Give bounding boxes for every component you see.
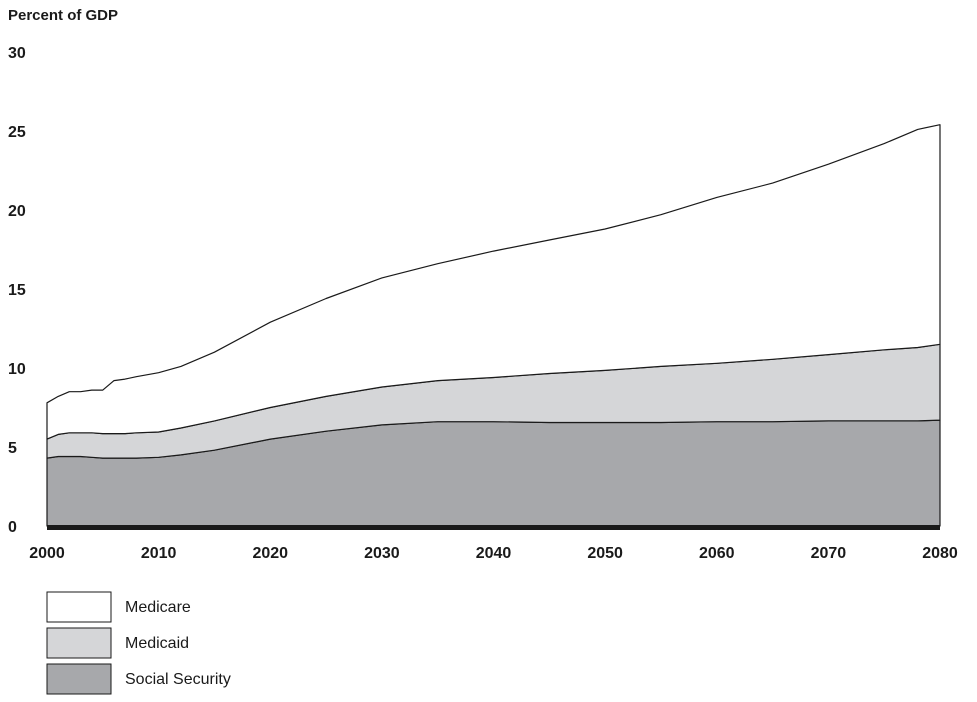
legend-label: Medicaid bbox=[125, 635, 189, 652]
legend-label: Medicare bbox=[125, 599, 191, 616]
y-tick-label: 5 bbox=[8, 440, 17, 457]
x-tick-label: 2010 bbox=[141, 545, 177, 562]
y-tick-labels: 0 5 10 15 20 25 30 bbox=[8, 45, 26, 536]
legend-swatch-medicare bbox=[46, 591, 112, 623]
legend: Medicare Medicaid Social Security bbox=[46, 591, 231, 695]
legend-swatch-medicaid bbox=[46, 627, 112, 659]
y-tick-label: 0 bbox=[8, 519, 17, 536]
x-tick-label: 2060 bbox=[699, 545, 735, 562]
x-tick-label: 2050 bbox=[587, 545, 623, 562]
x-tick-label: 2070 bbox=[811, 545, 847, 562]
legend-swatch-social-security bbox=[46, 663, 112, 695]
area-medicare bbox=[46, 124, 941, 440]
y-tick-label: 30 bbox=[8, 45, 26, 62]
x-tick-label: 2040 bbox=[476, 545, 512, 562]
x-axis-line bbox=[47, 525, 940, 530]
x-tick-label: 2020 bbox=[252, 545, 288, 562]
x-tick-label: 2030 bbox=[364, 545, 400, 562]
y-axis-title: Percent of GDP bbox=[8, 7, 118, 24]
y-tick-label: 15 bbox=[8, 282, 26, 299]
x-tick-labels: 2000 2010 2020 2030 2040 2050 2060 2070 2080 bbox=[29, 545, 958, 562]
x-tick-label: 2000 bbox=[29, 545, 65, 562]
y-tick-label: 10 bbox=[8, 361, 26, 378]
area-series bbox=[46, 124, 941, 530]
legend-label: Social Security bbox=[125, 671, 231, 688]
y-tick-label: 20 bbox=[8, 203, 26, 220]
y-tick-label: 25 bbox=[8, 124, 26, 141]
x-tick-label: 2080 bbox=[922, 545, 958, 562]
